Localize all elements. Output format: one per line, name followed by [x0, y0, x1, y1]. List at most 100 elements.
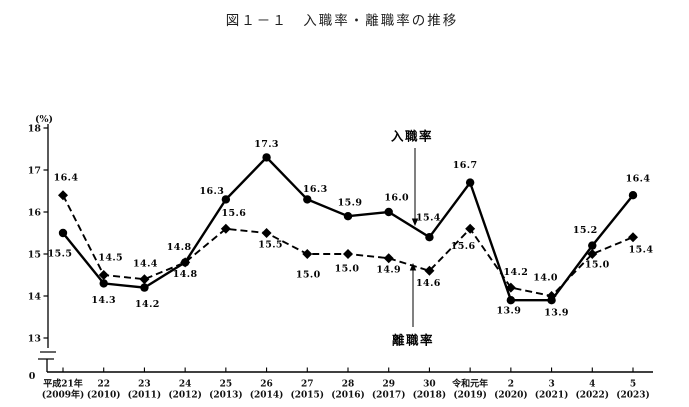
x-tick-sublabel: (2013) [209, 390, 243, 401]
y-tick-label: 17 [28, 166, 41, 177]
data-point-label: 16.4 [626, 174, 651, 185]
data-point-marker-circle [262, 153, 271, 162]
data-point-marker-diamond [302, 249, 313, 259]
data-point-label: 16.3 [199, 186, 224, 197]
data-point-marker-circle [58, 228, 68, 238]
data-point-label: 14.2 [135, 299, 160, 310]
x-tick-sublabel: (2009年) [42, 389, 85, 401]
data-point-label: 16.4 [54, 173, 79, 184]
x-tick-label: 30 [423, 380, 436, 390]
data-point-label: 14.4 [133, 259, 158, 270]
data-point-label: 14.9 [376, 265, 401, 276]
data-point-label: 15.5 [258, 239, 283, 250]
x-tick-sublabel: (2011) [128, 390, 162, 401]
data-point-marker-diamond [465, 223, 476, 234]
x-tick-sublabel: (2023) [616, 390, 650, 401]
data-point-marker-circle [588, 241, 597, 250]
x-tick-sublabel: (2022) [575, 390, 609, 401]
data-point-marker-diamond [424, 265, 435, 276]
data-point-label: 14.6 [416, 278, 441, 289]
x-tick-label: 27 [301, 380, 314, 390]
y-tick-label: 14 [28, 292, 42, 303]
x-tick-label: 平成21年 [43, 378, 83, 390]
x-tick-sublabel: (2020) [494, 390, 528, 401]
data-point-label: 15.0 [296, 269, 321, 280]
x-tick-sublabel: (2019) [453, 390, 487, 401]
x-tick-label: 29 [382, 380, 395, 390]
chart-title: 図１－１ 入職率・離職率の推移 [225, 13, 459, 28]
data-point-marker-diamond [98, 270, 109, 280]
data-point-label: 15.4 [416, 213, 441, 224]
data-point-marker-diamond [139, 274, 150, 285]
x-tick-label: 23 [138, 380, 151, 390]
data-point-label: 15.0 [585, 259, 610, 270]
annotation-arrowhead [409, 263, 417, 271]
data-point-label: 15.6 [451, 241, 476, 252]
data-point-marker-diamond [220, 223, 231, 234]
x-tick-label: 2 [508, 380, 514, 390]
data-point-label: 15.5 [48, 248, 73, 259]
x-tick-label: 5 [630, 380, 636, 390]
annotation-arrowhead [411, 218, 419, 226]
data-point-marker-diamond [587, 249, 598, 259]
data-point-label: 16.0 [384, 192, 409, 203]
data-point-marker-circle [628, 191, 638, 200]
data-point-label: 15.6 [221, 208, 246, 219]
data-point-label: 15.2 [573, 225, 598, 236]
x-tick-label: 25 [220, 380, 233, 390]
y-tick-label: 16 [28, 208, 42, 219]
x-tick-label: 22 [97, 380, 110, 390]
data-point-label: 14.2 [503, 267, 528, 278]
y-tick-label: 18 [28, 124, 42, 135]
x-tick-sublabel: (2010) [87, 390, 121, 401]
data-point-marker-circle [99, 279, 108, 288]
x-tick-label: 3 [548, 380, 554, 390]
data-point-label: 16.3 [303, 184, 328, 195]
x-tick-label: 24 [179, 380, 192, 390]
data-point-marker-circle [303, 195, 312, 204]
y-tick-label: 13 [28, 334, 41, 345]
x-tick-sublabel: (2014) [250, 390, 284, 401]
data-point-marker-diamond [546, 291, 557, 301]
data-point-label: 14.0 [533, 272, 558, 283]
data-point-marker-diamond [505, 282, 516, 293]
x-tick-label: 4 [589, 380, 595, 390]
data-point-label: 13.9 [496, 306, 521, 317]
data-point-label: 14.8 [173, 269, 198, 280]
data-point-label: 15.9 [338, 198, 363, 209]
data-point-marker-circle [140, 283, 149, 292]
x-tick-sublabel: (2016) [331, 390, 365, 401]
x-tick-sublabel: (2015) [290, 390, 324, 401]
data-point-marker-circle [506, 296, 516, 305]
data-point-label: 14.5 [98, 252, 123, 263]
annotation-series-label: 入職率 [391, 129, 433, 144]
x-tick-label: 令和元年 [451, 378, 488, 390]
data-point-marker-diamond [343, 249, 353, 259]
x-tick-label: 28 [342, 380, 355, 390]
data-point-marker-circle [221, 195, 231, 204]
data-point-label: 14.8 [167, 242, 192, 253]
data-point-label: 13.9 [544, 308, 569, 319]
data-point-marker-diamond [58, 190, 68, 201]
data-point-marker-diamond [180, 257, 191, 268]
x-tick-label: 26 [260, 380, 273, 390]
x-tick-sublabel: (2018) [413, 390, 447, 401]
data-point-marker-circle [465, 178, 475, 187]
data-point-marker-diamond [628, 232, 638, 243]
annotation-series-label: 離職率 [392, 333, 434, 348]
y-axis-unit-label: (%) [35, 114, 53, 125]
data-point-marker-diamond [261, 228, 272, 238]
data-point-label: 15.0 [335, 263, 360, 274]
data-point-label: 17.3 [254, 139, 279, 150]
data-point-label: 15.4 [629, 245, 654, 256]
data-point-label: 16.7 [453, 160, 478, 171]
x-tick-sublabel: (2021) [535, 390, 569, 401]
data-point-label: 14.3 [91, 295, 116, 306]
data-point-marker-circle [343, 212, 353, 221]
x-tick-sublabel: (2017) [372, 390, 406, 401]
data-point-marker-circle [425, 233, 434, 242]
data-point-marker-circle [384, 207, 393, 217]
y-tick-label: 15 [28, 250, 41, 261]
